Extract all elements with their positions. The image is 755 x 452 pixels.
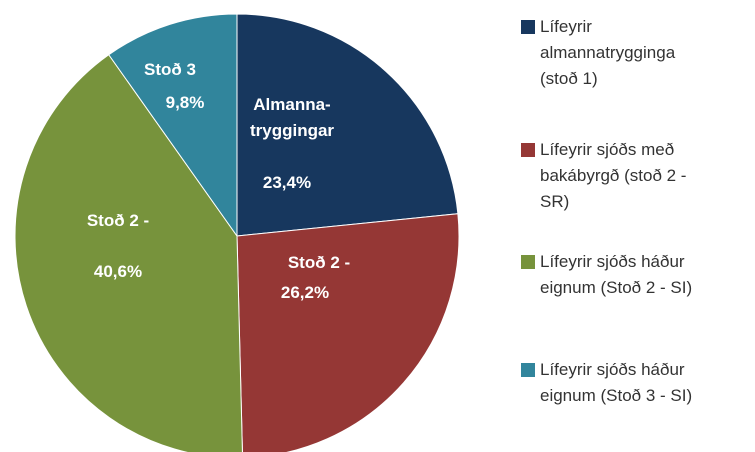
- slice-label: Stoð 2 -: [287, 253, 351, 272]
- pie-slice: [14, 54, 243, 452]
- value-label: 40,6%: [93, 262, 143, 281]
- legend-label: Lífeyrir sjóðs háður eignum (Stoð 2 - SI…: [540, 252, 693, 297]
- pie-slice: [108, 13, 238, 238]
- pie-slice: [236, 213, 460, 452]
- value-label: 9,8%: [165, 93, 205, 112]
- legend-swatch: [521, 143, 535, 157]
- legend-label: Lífeyrir sjóðs með bakábyrgð (stoð 2 - S…: [540, 140, 687, 211]
- legend-swatch: [521, 363, 535, 377]
- value-label: 26,2%: [280, 283, 330, 302]
- slice-label: Stoð 2 -: [86, 211, 150, 230]
- legend-swatch: [521, 20, 535, 34]
- legend-label: Lífeyrir sjóðs háður eignum (Stoð 3 - SI…: [540, 360, 693, 405]
- legend-swatch: [521, 255, 535, 269]
- slice-label: Stoð 3: [144, 60, 196, 79]
- slice-label: Almanna- tryggingar: [249, 95, 335, 140]
- pie-slice: [236, 13, 459, 237]
- legend-label: Lífeyrir almannatrygginga (stoð 1): [540, 17, 676, 88]
- value-label: 23,4%: [262, 173, 312, 192]
